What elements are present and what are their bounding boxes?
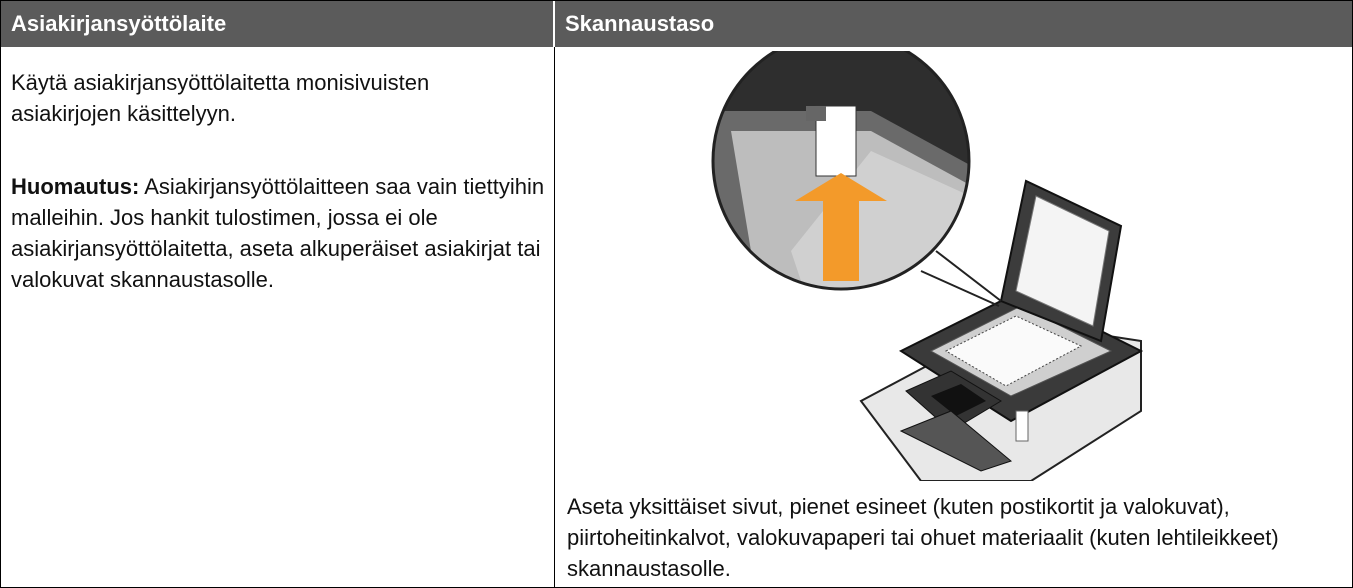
note-label: Huomautus: (11, 174, 140, 199)
header-cell: Asiakirjansyöttölaite (1, 1, 553, 47)
note: Huomautus: Asiakirjansyöttölaitteen saa … (11, 171, 546, 295)
note-text: Asiakirjansyöttölaitteen saa vain tietty… (11, 174, 545, 292)
header-cell: Skannaustaso (555, 1, 1352, 47)
paragraph: Käytä asiakirjansyöttölaitetta monisivui… (11, 70, 430, 126)
column-divider (554, 47, 555, 587)
illustration (711, 51, 1144, 481)
caption: Aseta yksittäiset sivut, pienet esineet … (567, 494, 1279, 581)
